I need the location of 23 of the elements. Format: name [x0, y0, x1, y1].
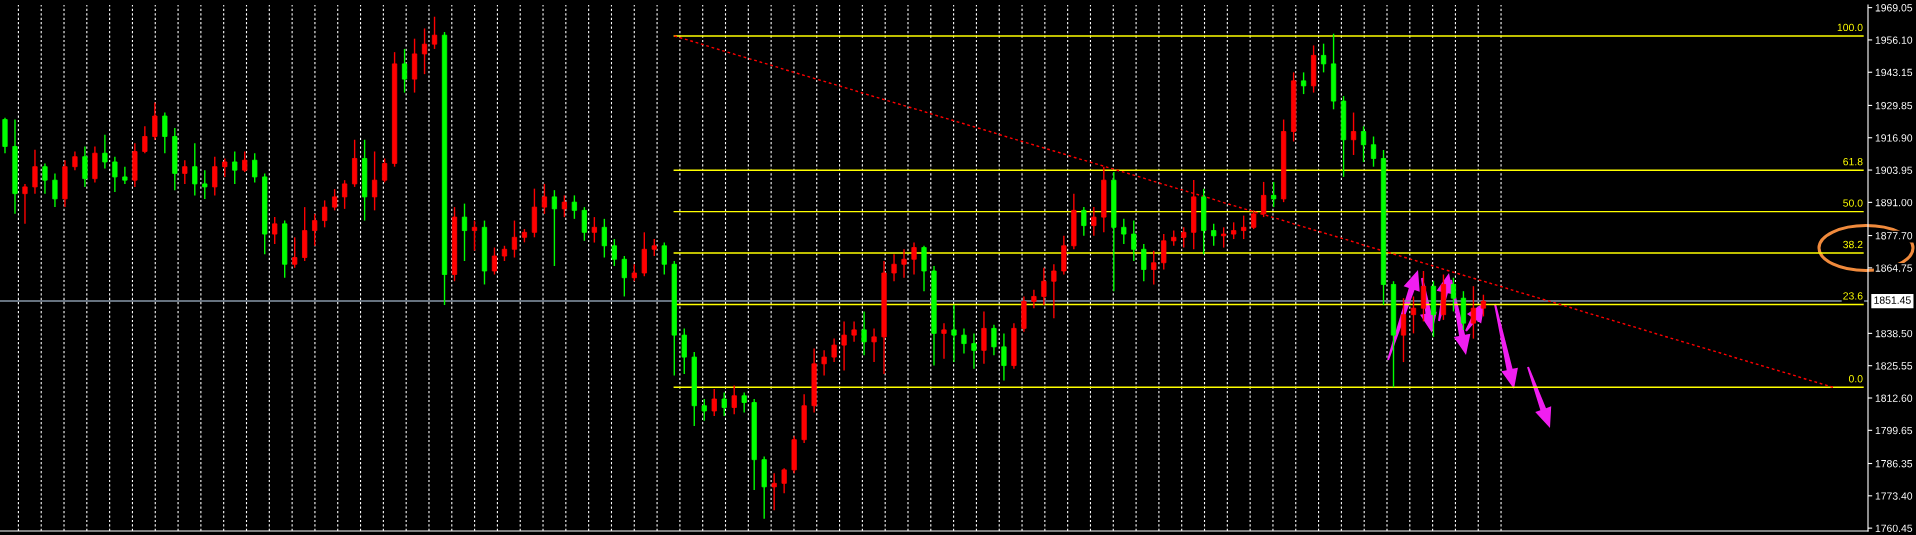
series-label: 50.0: [1843, 199, 1863, 207]
y-tick-label: 1786.35: [1875, 460, 1913, 468]
y-tick-label: 1864.75: [1875, 264, 1913, 272]
y-tick-label: 1877.70: [1875, 232, 1913, 240]
y-tick-label: 1760.45: [1875, 524, 1913, 533]
y-tick-label: 1903.95: [1875, 166, 1913, 174]
y-tick-label: 1929.85: [1875, 101, 1913, 110]
series-label: 61.8: [1843, 157, 1863, 166]
series-label: 100.0: [1837, 23, 1863, 32]
ref-line-label: 1851.45: [1874, 296, 1911, 304]
series-label: 0.0: [1848, 375, 1863, 383]
y-tick-label: 1812.60: [1875, 394, 1913, 402]
y-tick-label: 1825.55: [1875, 362, 1913, 370]
y-tick-label: 1773.40: [1875, 492, 1913, 500]
y-tick-label: 1956.10: [1875, 36, 1913, 44]
y-tick-label: 1969.05: [1875, 4, 1913, 12]
series-label: 38.2: [1843, 240, 1863, 249]
y-tick-label: 1799.65: [1875, 426, 1913, 435]
series-label: 23.6: [1843, 292, 1863, 300]
y-tick-label: 1891.00: [1875, 198, 1913, 207]
y-tick-label: 1838.50: [1875, 329, 1913, 338]
y-tick-label: 1943.15: [1875, 68, 1913, 77]
y-tick-label: 1916.90: [1875, 134, 1913, 142]
